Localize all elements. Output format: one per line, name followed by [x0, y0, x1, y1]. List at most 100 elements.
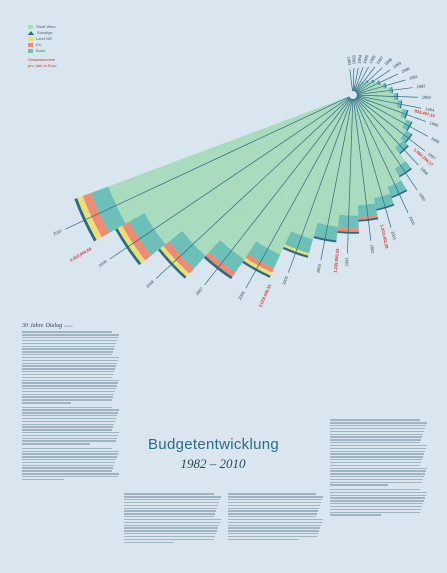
spoke-1995 [356, 96, 427, 122]
text-line [330, 503, 424, 505]
spoke-2005 [287, 98, 352, 273]
article-heading: 30 Jahre Dialog Lorem [22, 322, 120, 330]
segment-stadt-wien-1994 [356, 95, 398, 108]
text-line [330, 422, 428, 424]
text-line [22, 447, 113, 450]
year-label-1995: 1995 [429, 120, 440, 128]
legend-item-stadt-wien: Stadt Wien [28, 24, 56, 30]
spoke-1986 [354, 66, 369, 92]
text-line [330, 456, 424, 458]
text-line [330, 450, 426, 452]
year-label-2007: 2007 [194, 286, 204, 297]
text-line [22, 423, 115, 425]
text-line [124, 535, 216, 538]
text-line [22, 362, 118, 364]
text-line [22, 434, 119, 437]
article-column-mid-right [228, 492, 324, 542]
article-heading-text: 30 Jahre Dialog [22, 323, 63, 329]
text-line [330, 491, 428, 494]
year-label-2000: 2000 [408, 215, 417, 226]
article-column-right [330, 418, 428, 517]
segment-stadt-wien-1996 [356, 96, 407, 128]
text-line [330, 484, 388, 486]
year-label-2005: 2005 [281, 275, 289, 286]
text-line [22, 456, 118, 458]
text-line [22, 388, 117, 390]
spoke-1984 [353, 67, 359, 92]
text-line [22, 443, 90, 445]
text-line [22, 399, 113, 401]
text-line [22, 406, 113, 408]
text-line [330, 464, 421, 467]
text-line [124, 499, 221, 501]
text-line [228, 538, 299, 541]
text-line [330, 439, 422, 441]
text-line [330, 478, 424, 481]
year-label-2004: 2004 [316, 263, 323, 273]
article-heading-small: Lorem [64, 324, 73, 328]
text-line [124, 496, 222, 498]
text-block [22, 447, 120, 481]
text-line [330, 427, 426, 430]
legend-item-eu: EU [28, 42, 56, 48]
text-line [330, 459, 423, 461]
chart-legend: Stadt Wien Sonstige Land NÖ EU Bund Gesa… [28, 24, 56, 69]
text-line [22, 331, 113, 333]
segment-bund-2010 [90, 186, 126, 233]
spoke-1982 [349, 69, 353, 92]
text-line [228, 496, 324, 498]
segment-stadt-wien-1999 [354, 98, 406, 169]
text-line [228, 524, 322, 526]
segment-stadt-wien-2004 [317, 98, 353, 227]
year-label-1991: 1991 [408, 73, 419, 80]
text-line [330, 433, 424, 435]
segment-stadt-wien-2001 [353, 98, 390, 199]
text-line [228, 510, 319, 512]
text-block [228, 493, 324, 541]
text-line [22, 470, 113, 472]
title-block: Budgetentwicklung 1982 – 2010 [148, 436, 279, 472]
text-line [330, 481, 423, 484]
text-line [22, 473, 120, 475]
spoke-1996 [356, 96, 428, 137]
text-line [124, 493, 215, 495]
text-line [330, 508, 422, 511]
year-label-1984: 1984 [356, 54, 363, 64]
text-line [22, 393, 115, 396]
text-line [124, 538, 215, 541]
text-line [22, 359, 119, 362]
text-line [228, 513, 318, 515]
text-line [330, 470, 427, 472]
spoke-1999 [354, 98, 418, 191]
segment-bund-2004 [313, 222, 338, 241]
article-column-left: 30 Jahre Dialog Lorem [22, 322, 120, 482]
text-line [22, 440, 117, 442]
text-line [330, 494, 427, 496]
year-label-2003: 2003 [344, 257, 349, 267]
page-subtitle: 1982 – 2010 [180, 456, 246, 471]
text-line [22, 464, 115, 467]
text-line [330, 430, 425, 433]
year-label-1990: 1990 [400, 66, 411, 75]
text-line [22, 450, 120, 452]
year-label-1986: 1986 [368, 54, 377, 65]
text-line [228, 527, 321, 529]
text-line [22, 342, 117, 345]
text-line [22, 368, 116, 370]
text-line [22, 382, 119, 384]
spoke-1988 [355, 67, 383, 93]
legend-item-bund: Bund [28, 48, 56, 54]
text-line [228, 516, 317, 518]
legend-label: EU [36, 42, 42, 47]
segment-bund-2005 [284, 231, 313, 254]
spoke-2006 [245, 98, 352, 289]
year-label-1994: 1994 [425, 106, 435, 113]
text-line [124, 541, 174, 543]
text-line [22, 417, 117, 420]
text-line [22, 459, 117, 461]
spoke-2000 [354, 98, 409, 214]
text-line [124, 527, 219, 529]
text-line [124, 530, 218, 532]
text-line [330, 476, 425, 478]
text-line [22, 351, 114, 353]
